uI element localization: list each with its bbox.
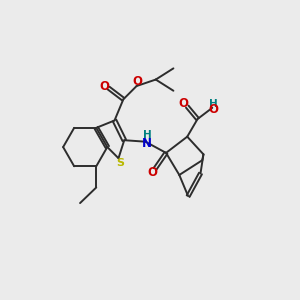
Text: O: O	[209, 103, 219, 116]
Text: O: O	[148, 167, 158, 179]
Text: O: O	[100, 80, 110, 93]
Text: O: O	[179, 97, 189, 110]
Text: S: S	[116, 158, 124, 168]
Text: N: N	[142, 137, 152, 150]
Text: O: O	[133, 75, 142, 88]
Text: H: H	[209, 99, 218, 109]
Text: H: H	[142, 130, 151, 140]
